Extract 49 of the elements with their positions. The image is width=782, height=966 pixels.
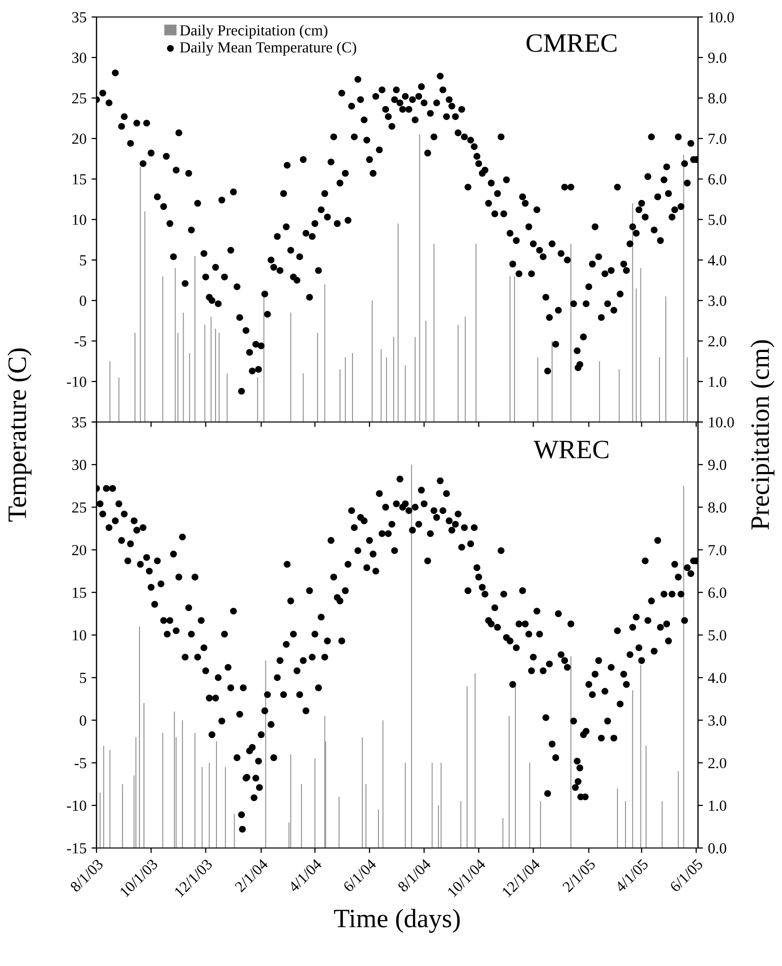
y-tick-label: 30	[72, 460, 86, 470]
y-tick-label: 0	[80, 296, 86, 306]
y-tick-label: 20	[72, 544, 86, 556]
y2-tick-label: 7.0	[708, 134, 726, 144]
y-tick-label: 35	[72, 12, 86, 22]
y-tick-label: -15	[66, 843, 86, 854]
y2-tick-label: 3.0	[708, 296, 726, 306]
y-tick-label: 5	[80, 672, 86, 684]
y-tick-label: 20	[72, 134, 86, 144]
y-tick-label: -5	[74, 336, 86, 346]
y-tick-label: 15	[72, 174, 86, 184]
chart-title: CMREC	[526, 34, 616, 52]
y-tick-label: 25	[72, 502, 86, 513]
y-tick-label: -10	[66, 376, 86, 387]
legend-label: Daily Mean Temperature (C)	[180, 42, 356, 56]
y2-tick-label: 1.0	[709, 376, 726, 388]
y-tick-label: 5	[80, 255, 86, 266]
text: WREC	[534, 440, 608, 459]
y2-axis-title: Precipitation (cm)	[750, 340, 774, 530]
y-tick-label: -5	[74, 758, 86, 768]
y2-tick-label: 10.0	[709, 12, 734, 23]
y2-tick-label: 0.0	[708, 843, 726, 854]
y-tick-label: 30	[72, 52, 86, 63]
legend-label: Daily Precipitation (cm)	[180, 24, 328, 39]
y-tick-label: 10	[72, 630, 86, 640]
y-tick-label: 0	[80, 715, 86, 726]
y2-tick-label: 10.0	[709, 417, 734, 428]
y2-tick-label: 2.0	[708, 758, 726, 768]
y-tick-label: 35	[72, 417, 86, 428]
y2-tick-label: 3.0	[708, 715, 726, 726]
y2-tick-label: 9.0	[708, 52, 726, 64]
y-tick-label: 25	[72, 93, 86, 104]
y2-tick-label: 4.0	[708, 672, 726, 684]
y2-tick-label: 8.0	[708, 93, 726, 104]
y-axis-title: Temperature (C)	[8, 348, 32, 522]
y2-tick-label: 6.0	[708, 174, 726, 185]
y2-tick-label: 6.0	[708, 588, 726, 598]
y2-tick-label: 1.0	[709, 800, 726, 811]
y2-tick-label: 5.0	[708, 630, 726, 641]
y2-tick-label: 4.0	[708, 255, 726, 266]
y2-tick-label: 5.0	[708, 214, 726, 226]
y2-tick-label: 2.0	[708, 336, 726, 347]
y2-tick-label: 9.0	[708, 460, 726, 470]
y-tick-label: -10	[66, 800, 86, 811]
y-tick-label: 10	[72, 214, 86, 225]
y2-tick-label: 8.0	[708, 502, 726, 513]
x-axis-title: Time (days)	[334, 908, 460, 933]
y-tick-label: 15	[72, 588, 86, 598]
y2-tick-label: 7.0	[708, 544, 726, 556]
